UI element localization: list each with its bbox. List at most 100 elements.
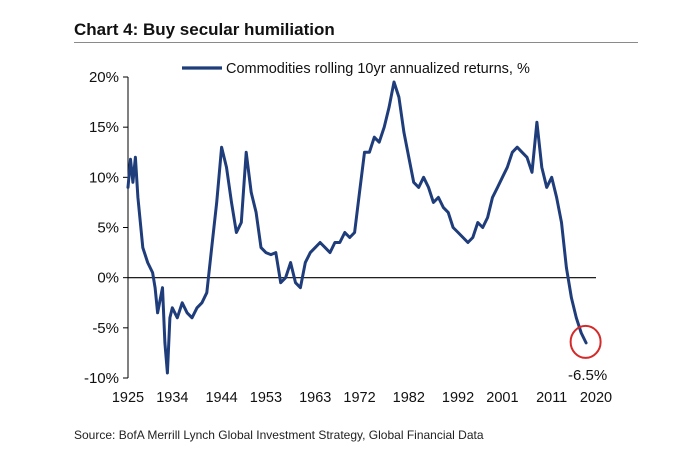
title-divider — [74, 42, 638, 43]
data-point — [235, 231, 238, 234]
data-point — [471, 236, 474, 239]
data-point — [511, 151, 514, 154]
data-point — [447, 211, 450, 214]
data-point — [196, 306, 198, 309]
x-tick-label: 1992 — [442, 390, 474, 406]
data-point — [201, 301, 203, 304]
y-tick-label: -10% — [84, 370, 119, 387]
data-point — [164, 342, 166, 344]
data-point — [457, 231, 459, 234]
data-point — [427, 186, 430, 189]
data-point — [486, 216, 489, 219]
data-point — [210, 246, 213, 249]
data-point — [265, 251, 267, 254]
annotation: -6.5% — [568, 324, 607, 384]
data-point — [526, 156, 528, 159]
data-point — [476, 221, 479, 224]
chart-title: Chart 4: Buy secular humiliation — [74, 20, 335, 39]
data-point — [220, 146, 223, 149]
data-point — [304, 261, 307, 264]
data-point — [181, 301, 184, 304]
data-point — [215, 201, 218, 204]
data-point — [274, 251, 277, 254]
x-tick-label: 1925 — [112, 390, 144, 406]
data-point — [545, 186, 548, 189]
data-point — [388, 106, 390, 108]
data-point — [141, 246, 144, 249]
data-point — [137, 196, 139, 199]
data-point — [348, 236, 351, 239]
data-point — [250, 191, 253, 194]
data-point — [481, 226, 484, 229]
data-point — [516, 146, 519, 149]
data-point — [531, 171, 533, 174]
data-point — [299, 286, 302, 289]
y-tick-label: 5% — [97, 220, 119, 237]
data-point — [146, 261, 149, 264]
data-point — [585, 342, 587, 344]
data-point — [550, 176, 553, 179]
data-point — [166, 372, 169, 374]
data-point — [403, 131, 405, 134]
data-point — [565, 266, 568, 269]
x-tick-label: 1934 — [156, 390, 188, 406]
data-point — [536, 121, 538, 124]
data-point — [309, 251, 312, 254]
data-point — [191, 316, 193, 319]
data-point — [560, 221, 563, 224]
data-point — [432, 201, 435, 204]
x-tick-label: 2020 — [580, 390, 612, 406]
source-note: Source: BofA Merrill Lynch Global Invest… — [74, 428, 484, 442]
data-point — [240, 221, 243, 224]
data-point — [368, 151, 371, 154]
data-point — [270, 253, 272, 256]
data-point — [294, 281, 297, 284]
x-tick-label: 2001 — [486, 390, 518, 406]
legend: Commodities rolling 10yr annualized retu… — [182, 61, 530, 77]
data-point — [186, 311, 189, 314]
data-point — [230, 201, 233, 204]
data-point — [255, 211, 257, 214]
data-point — [156, 311, 159, 314]
data-point — [540, 166, 543, 169]
data-point — [171, 306, 174, 309]
data-point — [129, 158, 132, 161]
data-point — [127, 186, 129, 189]
data-point — [363, 151, 366, 154]
data-point — [422, 176, 425, 179]
data-point — [383, 126, 386, 129]
data-point — [132, 181, 134, 184]
data-point — [452, 226, 454, 229]
series-group — [126, 80, 588, 375]
data-point — [329, 251, 331, 254]
y-tick-label: 20% — [89, 69, 119, 86]
data-point — [225, 166, 228, 169]
data-point — [289, 261, 292, 264]
data-point — [334, 241, 336, 244]
y-tick-label: -5% — [92, 320, 119, 337]
data-point — [353, 231, 356, 234]
data-point — [161, 286, 164, 289]
data-point — [314, 246, 317, 249]
data-point — [319, 241, 321, 244]
data-point — [260, 246, 262, 249]
data-point — [575, 316, 578, 319]
data-point — [151, 271, 154, 274]
data-point — [338, 241, 341, 244]
data-point — [580, 332, 583, 334]
x-tick-label: 1944 — [205, 390, 237, 406]
y-tick-label: 15% — [89, 119, 119, 136]
data-point — [442, 206, 445, 209]
x-tick-label: 1972 — [343, 390, 375, 406]
legend-label: Commodities rolling 10yr annualized retu… — [226, 61, 530, 77]
data-point — [407, 156, 410, 159]
data-point — [284, 276, 287, 279]
data-point — [154, 286, 157, 289]
data-point — [358, 191, 361, 194]
x-tick-label: 1982 — [393, 390, 425, 406]
data-point — [496, 186, 499, 189]
data-point — [324, 246, 326, 249]
data-point — [378, 141, 381, 144]
data-point — [521, 151, 523, 154]
data-point — [570, 296, 573, 299]
